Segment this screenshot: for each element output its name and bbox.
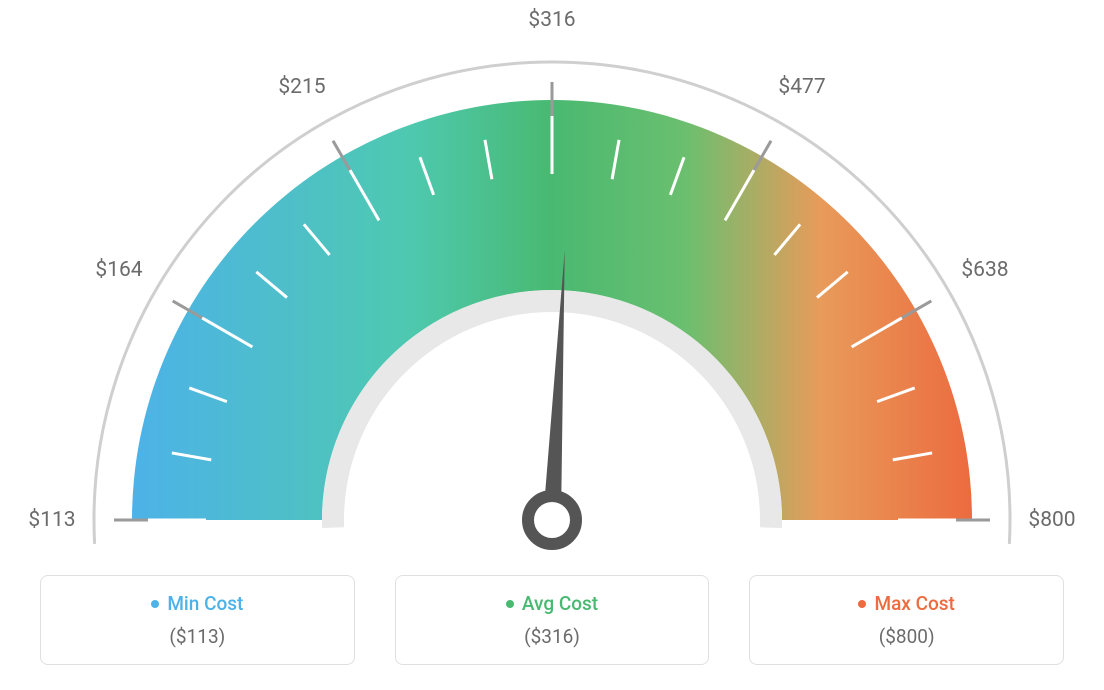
legend-min-value: ($113) — [51, 625, 344, 648]
gauge-scale-label: $316 — [528, 8, 575, 32]
gauge-chart-container: $113 $164 $215 $316 $477 $638 $800 Min Cost ($… — [0, 0, 1104, 690]
legend-min-label: Min Cost — [151, 592, 243, 615]
gauge-scale-label: $164 — [95, 258, 142, 282]
gauge-scale-label: $215 — [278, 75, 325, 99]
gauge-scale-label: $800 — [1028, 508, 1075, 532]
gauge-scale-label: $113 — [28, 508, 75, 532]
legend-avg-value: ($316) — [406, 625, 699, 648]
legend-max-value: ($800) — [760, 625, 1053, 648]
legend-row: Min Cost ($113) Avg Cost ($316) Max Cost… — [0, 575, 1104, 665]
gauge-scale-label: $638 — [961, 258, 1008, 282]
gauge-needle-hub — [528, 496, 576, 544]
gauge-svg — [0, 0, 1104, 560]
legend-avg: Avg Cost ($316) — [395, 575, 710, 665]
legend-max: Max Cost ($800) — [749, 575, 1064, 665]
legend-max-label: Max Cost — [858, 592, 954, 615]
gauge-scale-label: $477 — [778, 75, 825, 99]
legend-min: Min Cost ($113) — [40, 575, 355, 665]
gauge-area: $113 $164 $215 $316 $477 $638 $800 — [0, 0, 1104, 560]
legend-avg-label: Avg Cost — [506, 592, 598, 615]
